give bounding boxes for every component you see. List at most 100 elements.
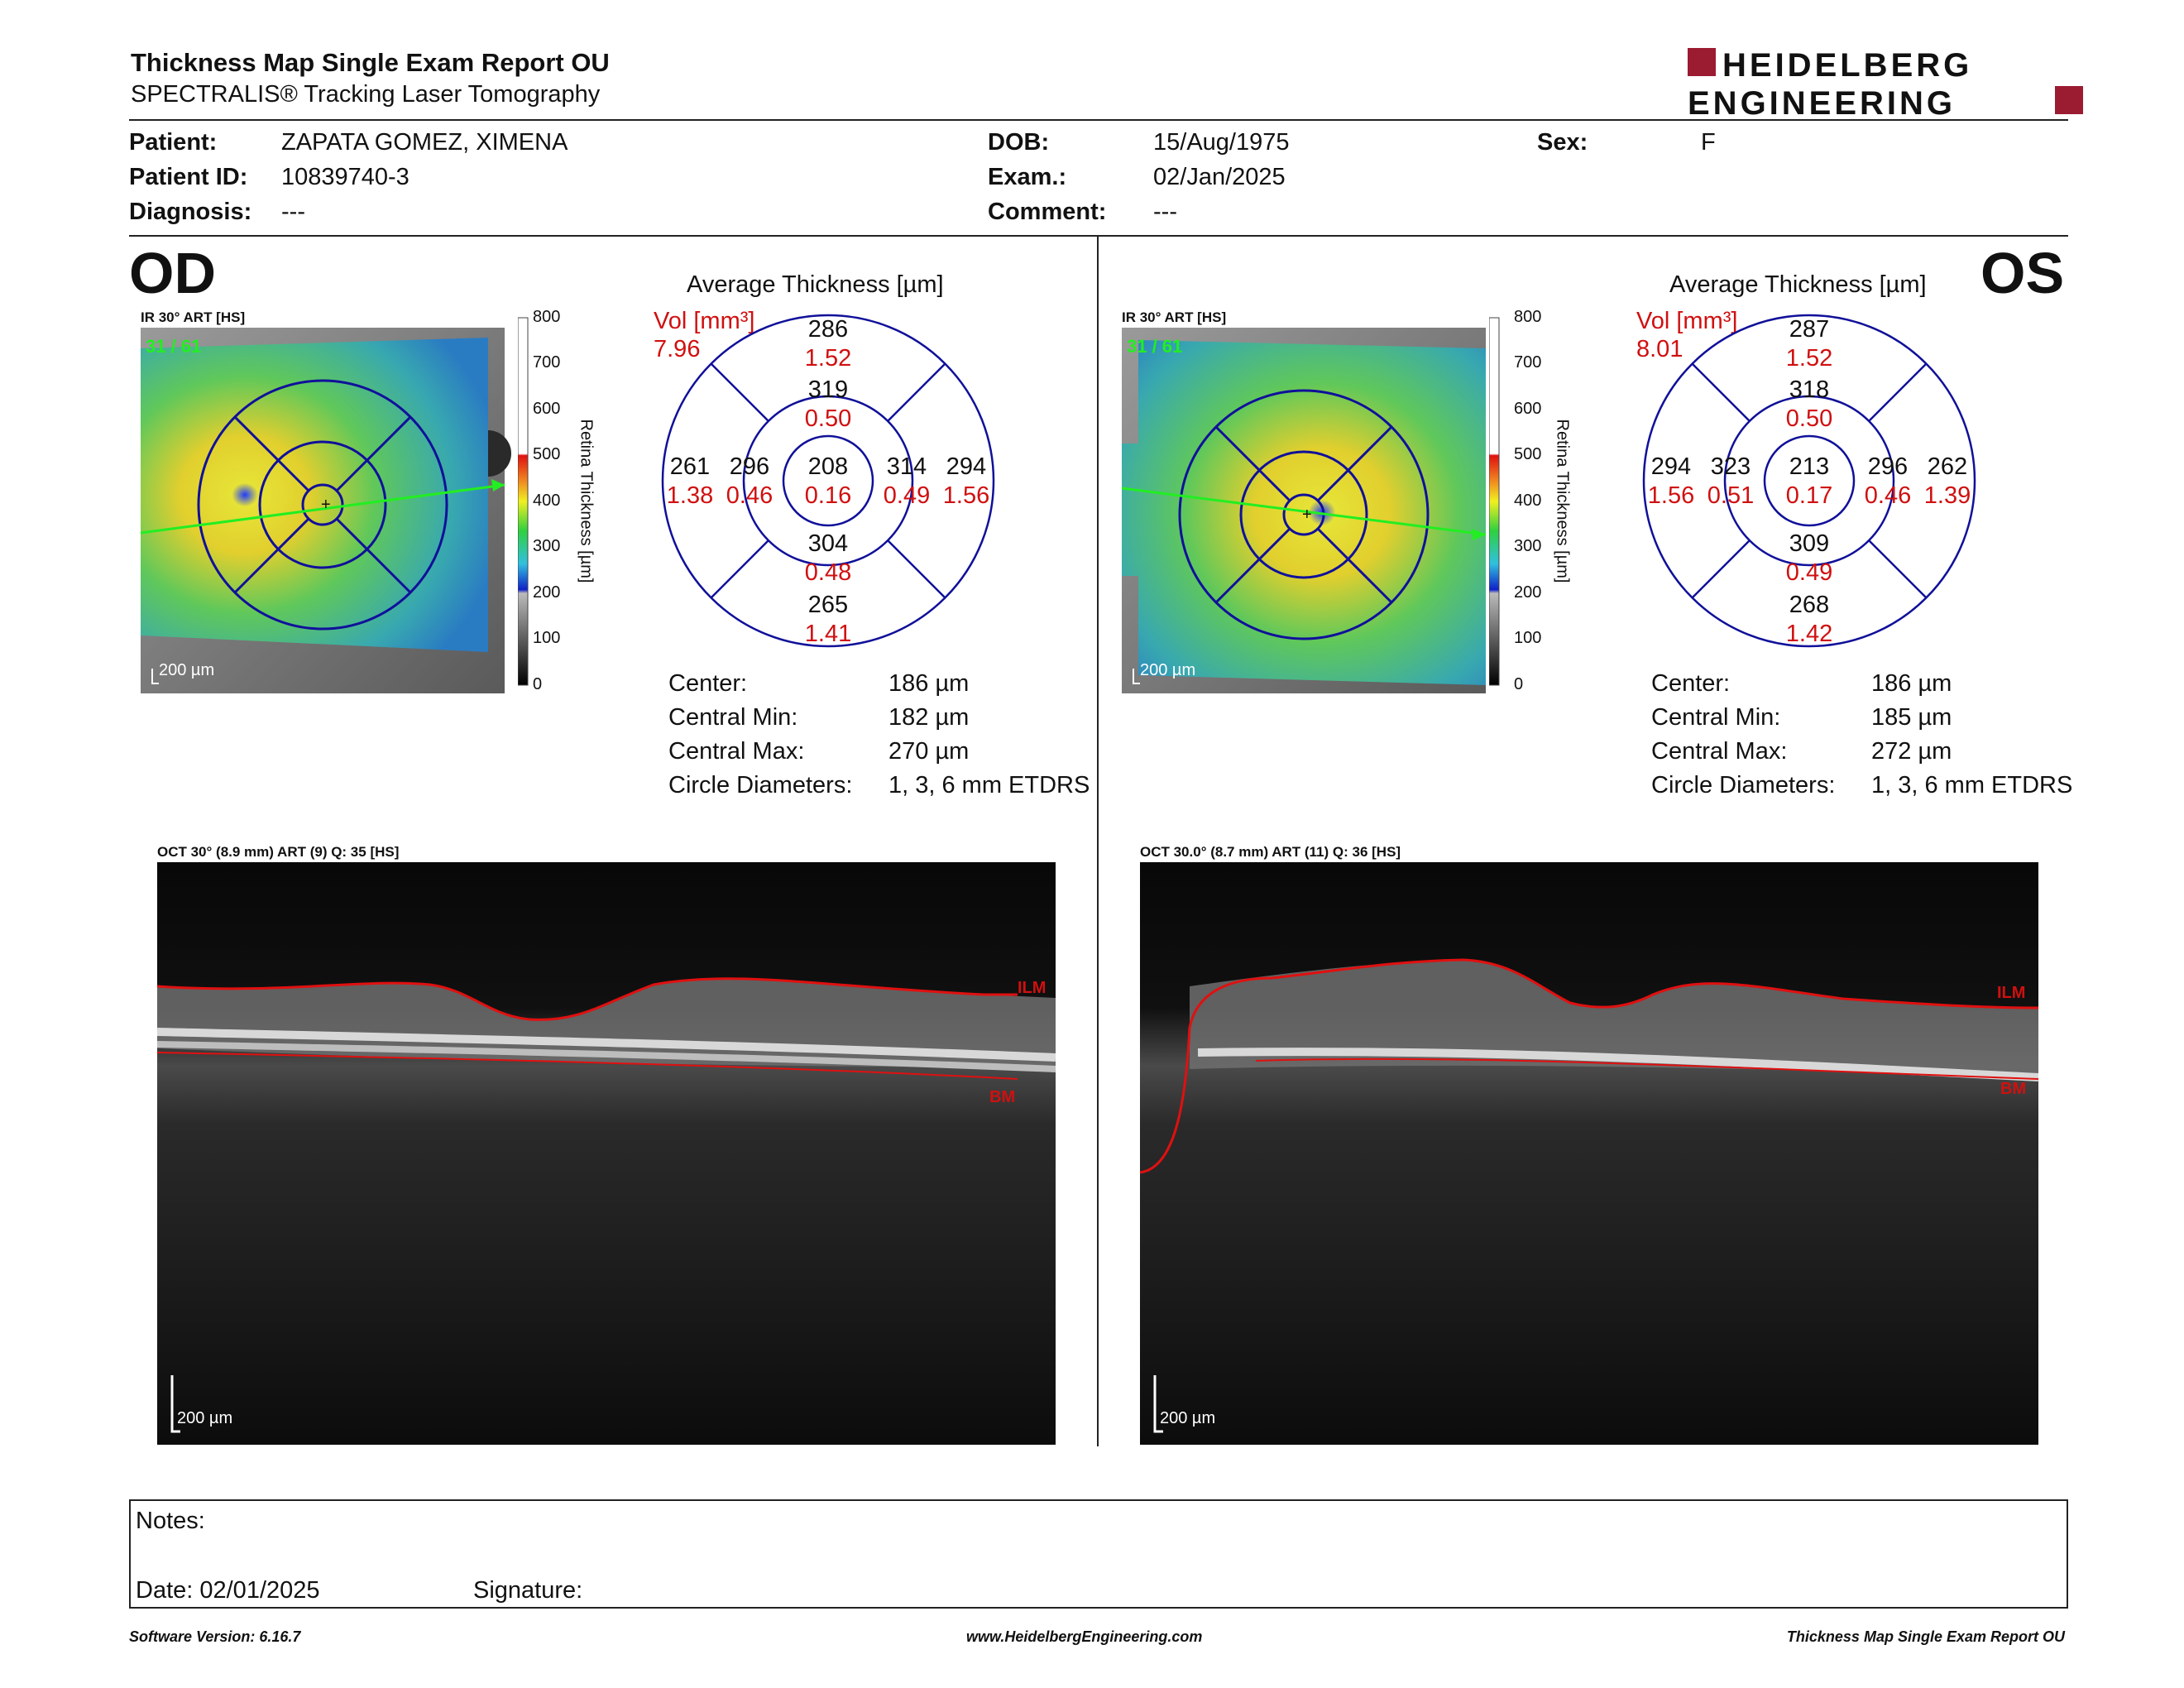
od-inner-temp-vol: 0.49 [884, 482, 930, 509]
od-outer-nasal-thk: 261 [670, 453, 710, 480]
os-avg-title: Average Thickness [µm] [1669, 271, 1927, 298]
os-thickness-map: + 31 / 61 200 µm [1122, 328, 1487, 693]
os-outer-nasal-thk: 262 [1928, 453, 1967, 480]
os-colorbar-ticks: 800 700 600 500 400 300 200 100 0 [1514, 308, 1542, 693]
patient-id-label: Patient ID: [129, 164, 248, 190]
od-colorbar [518, 317, 529, 686]
notes-label: Notes: [136, 1508, 205, 1534]
eye-divider [1097, 237, 1099, 1446]
od-bm-label: BM [989, 1088, 1015, 1106]
header-divider [129, 119, 2068, 121]
od-eye-label: OD [129, 241, 216, 305]
comment-label: Comment: [988, 199, 1107, 225]
svg-text:HEIDELBERG: HEIDELBERG [1722, 47, 1972, 84]
os-outer-inf-vol: 1.42 [1786, 621, 1832, 647]
report-title: Thickness Map Single Exam Report OU [131, 48, 610, 77]
od-inner-sup-thk: 319 [808, 376, 848, 403]
os-center-vol: 0.17 [1786, 482, 1832, 509]
dob-label: DOB: [988, 129, 1050, 156]
os-vol-total: 8.01 [1636, 336, 1684, 362]
os-center-value: 186 µm [1871, 670, 1952, 697]
os-colorbar-title: Retina Thickness [µm] [1553, 419, 1572, 583]
diagnosis-value: --- [281, 199, 305, 225]
date-label: Date: 02/01/2025 [136, 1577, 320, 1604]
od-scan-line [141, 483, 505, 535]
patient-id: 10839740-3 [281, 164, 410, 190]
od-inner-sup-vol: 0.50 [805, 405, 851, 432]
od-max-value: 270 µm [888, 738, 970, 765]
os-oct-label: OCT 30.0° (8.7 mm) ART (11) Q: 36 [HS] [1140, 844, 1401, 860]
os-oct-bscan: ILM BM 200 µm [1140, 862, 2038, 1445]
os-inner-inf-thk: 309 [1789, 530, 1829, 557]
os-max-value: 272 µm [1871, 738, 1952, 765]
os-inner-nasal-vol: 0.46 [1865, 482, 1911, 509]
os-inner-temp-vol: 0.51 [1707, 482, 1754, 509]
footer-software: Software Version: 6.16.7 [129, 1628, 301, 1645]
od-thickness-map: + 31 / 61 200 µm [141, 328, 511, 693]
os-max-label: Central Max: [1651, 738, 1788, 765]
os-ilm-label: ILM [1997, 984, 2025, 1002]
od-max-label: Central Max: [668, 738, 805, 765]
os-etdrs-chart: 287 1.52 318 0.50 213 0.17 323 0.51 296 … [1642, 314, 1976, 648]
od-inner-nasal-vol: 0.46 [726, 482, 773, 509]
footer-website[interactable]: www.HeidelbergEngineering.com [966, 1628, 1203, 1645]
sex-value: F [1701, 129, 1716, 156]
od-center-vol: 0.16 [805, 482, 851, 509]
od-heatmap [141, 338, 488, 652]
os-scan-arrow-icon [1473, 529, 1486, 540]
patient-label: Patient: [129, 129, 218, 156]
os-outer-sup-vol: 1.52 [1786, 345, 1832, 372]
os-vol-label: Vol [mm³] [1636, 308, 1738, 334]
exam-value: 02/Jan/2025 [1153, 164, 1286, 190]
os-bm-label: BM [2000, 1080, 2026, 1098]
os-outer-temp-vol: 1.56 [1648, 482, 1694, 509]
od-vol-label: Vol [mm³] [654, 308, 755, 334]
od-ilm-line [157, 977, 1018, 1021]
od-frame-counter: 31 / 61 [146, 336, 201, 357]
od-map-scale: 200 µm [159, 661, 214, 679]
os-inner-nasal-thk: 296 [1868, 453, 1908, 480]
od-inner-inf-vol: 0.48 [805, 559, 851, 586]
os-bm-line [1255, 1057, 2038, 1080]
os-eye-label: OS [1980, 241, 2065, 305]
os-colorbar [1489, 317, 1500, 686]
od-outer-nasal-vol: 1.38 [667, 482, 713, 509]
os-frame-counter: 31 / 61 [1127, 336, 1182, 357]
dob-value: 15/Aug/1975 [1153, 129, 1290, 156]
os-outer-inf-thk: 268 [1789, 592, 1829, 618]
od-bm-line [157, 1052, 1018, 1080]
od-outer-temp-thk: 294 [946, 453, 986, 480]
od-ir-label: IR 30° ART [HS] [141, 309, 246, 325]
os-inner-sup-thk: 318 [1789, 376, 1829, 403]
sex-label: Sex: [1537, 129, 1588, 156]
od-outer-sup-thk: 286 [808, 316, 848, 343]
os-diam-value: 1, 3, 6 mm ETDRS [1871, 772, 2073, 798]
svg-text:ENGINEERING: ENGINEERING [1688, 85, 1956, 119]
od-colorbar-ticks: 800 700 600 500 400 300 200 100 0 [533, 308, 561, 693]
od-etdrs-grid [197, 379, 448, 631]
od-center-thk: 208 [808, 453, 848, 480]
od-ilm-label: ILM [1018, 979, 1046, 997]
od-etdrs-chart: 286 1.52 319 0.50 208 0.16 296 0.46 314 … [661, 314, 995, 648]
os-fovea-marker-icon: + [1302, 506, 1312, 524]
notes-box[interactable]: Notes: Date: 02/01/2025 Signature: [129, 1499, 2068, 1609]
os-inner-sup-vol: 0.50 [1786, 405, 1832, 432]
os-inner-inf-vol: 0.49 [1786, 559, 1832, 586]
od-colorbar-title: Retina Thickness [µm] [577, 419, 596, 583]
od-inner-inf-thk: 304 [808, 530, 848, 557]
os-outer-sup-thk: 287 [1789, 316, 1829, 343]
od-avg-title: Average Thickness [µm] [687, 271, 944, 298]
od-vol-total: 7.96 [654, 336, 701, 362]
od-outer-inf-thk: 265 [808, 592, 848, 618]
os-ilm-line [1272, 958, 2038, 1009]
comment-value: --- [1153, 199, 1177, 225]
os-outer-nasal-vol: 1.39 [1924, 482, 1971, 509]
od-diam-label: Circle Diameters: [668, 772, 853, 798]
os-center-label: Center: [1651, 670, 1731, 697]
os-center-thk: 213 [1789, 453, 1829, 480]
od-outer-temp-vol: 1.56 [943, 482, 989, 509]
od-min-label: Central Min: [668, 704, 798, 731]
patient-name: ZAPATA GOMEZ, XIMENA [281, 129, 568, 156]
os-ir-label: IR 30° ART [HS] [1122, 309, 1227, 325]
os-diam-label: Circle Diameters: [1651, 772, 1836, 798]
